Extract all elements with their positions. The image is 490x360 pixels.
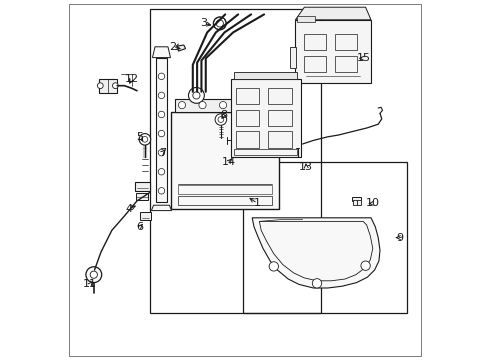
Polygon shape xyxy=(151,205,172,211)
Circle shape xyxy=(220,102,227,109)
Text: 5: 5 xyxy=(136,132,144,142)
Bar xyxy=(156,58,167,202)
Bar xyxy=(243,162,407,313)
Circle shape xyxy=(245,92,252,99)
Circle shape xyxy=(193,92,200,99)
Text: 1: 1 xyxy=(254,198,261,208)
Circle shape xyxy=(158,111,165,118)
Bar xyxy=(178,196,272,205)
Bar xyxy=(171,112,279,209)
Circle shape xyxy=(158,168,165,175)
Circle shape xyxy=(216,20,223,27)
Circle shape xyxy=(113,83,118,89)
Bar xyxy=(269,110,292,126)
Circle shape xyxy=(158,73,165,80)
Circle shape xyxy=(269,262,278,271)
Text: 13: 13 xyxy=(299,162,313,172)
Circle shape xyxy=(158,92,165,99)
Bar xyxy=(149,9,320,313)
Polygon shape xyxy=(152,47,171,58)
Bar xyxy=(231,79,301,157)
Text: 7: 7 xyxy=(159,148,166,158)
Circle shape xyxy=(215,114,227,125)
Circle shape xyxy=(158,188,165,194)
Circle shape xyxy=(261,102,268,109)
Bar xyxy=(136,193,148,200)
Polygon shape xyxy=(177,45,186,51)
Circle shape xyxy=(189,87,204,103)
Bar xyxy=(290,47,296,68)
Text: 3: 3 xyxy=(200,18,207,28)
Bar xyxy=(304,34,326,50)
Text: 14: 14 xyxy=(222,157,236,167)
Circle shape xyxy=(98,83,103,89)
Circle shape xyxy=(213,17,226,30)
Bar xyxy=(99,79,117,93)
Bar xyxy=(295,20,371,83)
Text: 8: 8 xyxy=(220,110,227,120)
Circle shape xyxy=(265,90,276,101)
Polygon shape xyxy=(252,218,380,288)
Circle shape xyxy=(139,134,151,145)
Text: 15: 15 xyxy=(357,53,371,63)
Bar xyxy=(335,56,357,72)
Bar xyxy=(269,88,292,104)
Bar xyxy=(304,56,326,72)
Bar xyxy=(234,72,297,79)
Text: 12: 12 xyxy=(124,74,139,84)
Circle shape xyxy=(312,279,321,288)
Bar xyxy=(353,200,357,205)
Circle shape xyxy=(240,102,247,109)
Bar xyxy=(178,185,272,194)
Bar xyxy=(140,212,151,220)
Bar xyxy=(236,88,259,104)
Bar xyxy=(357,200,361,205)
Polygon shape xyxy=(295,7,371,20)
Bar xyxy=(236,131,259,148)
Circle shape xyxy=(86,267,102,283)
Circle shape xyxy=(90,271,98,278)
Circle shape xyxy=(178,102,186,109)
Bar xyxy=(135,182,149,191)
Circle shape xyxy=(218,117,224,122)
Bar xyxy=(297,16,315,22)
Circle shape xyxy=(158,149,165,156)
Bar xyxy=(175,99,275,112)
Bar xyxy=(335,34,357,50)
Circle shape xyxy=(199,102,206,109)
Text: 11: 11 xyxy=(83,279,97,289)
Text: 4: 4 xyxy=(125,204,133,214)
Bar xyxy=(236,110,259,126)
Text: 2: 2 xyxy=(170,42,176,52)
Circle shape xyxy=(241,87,257,103)
Bar xyxy=(269,131,292,148)
Circle shape xyxy=(158,130,165,137)
Circle shape xyxy=(142,136,148,142)
Bar xyxy=(352,197,361,201)
Circle shape xyxy=(361,261,370,270)
Text: 10: 10 xyxy=(366,198,380,208)
Text: 6: 6 xyxy=(136,222,144,232)
Text: 9: 9 xyxy=(396,233,403,243)
Bar xyxy=(234,149,297,155)
